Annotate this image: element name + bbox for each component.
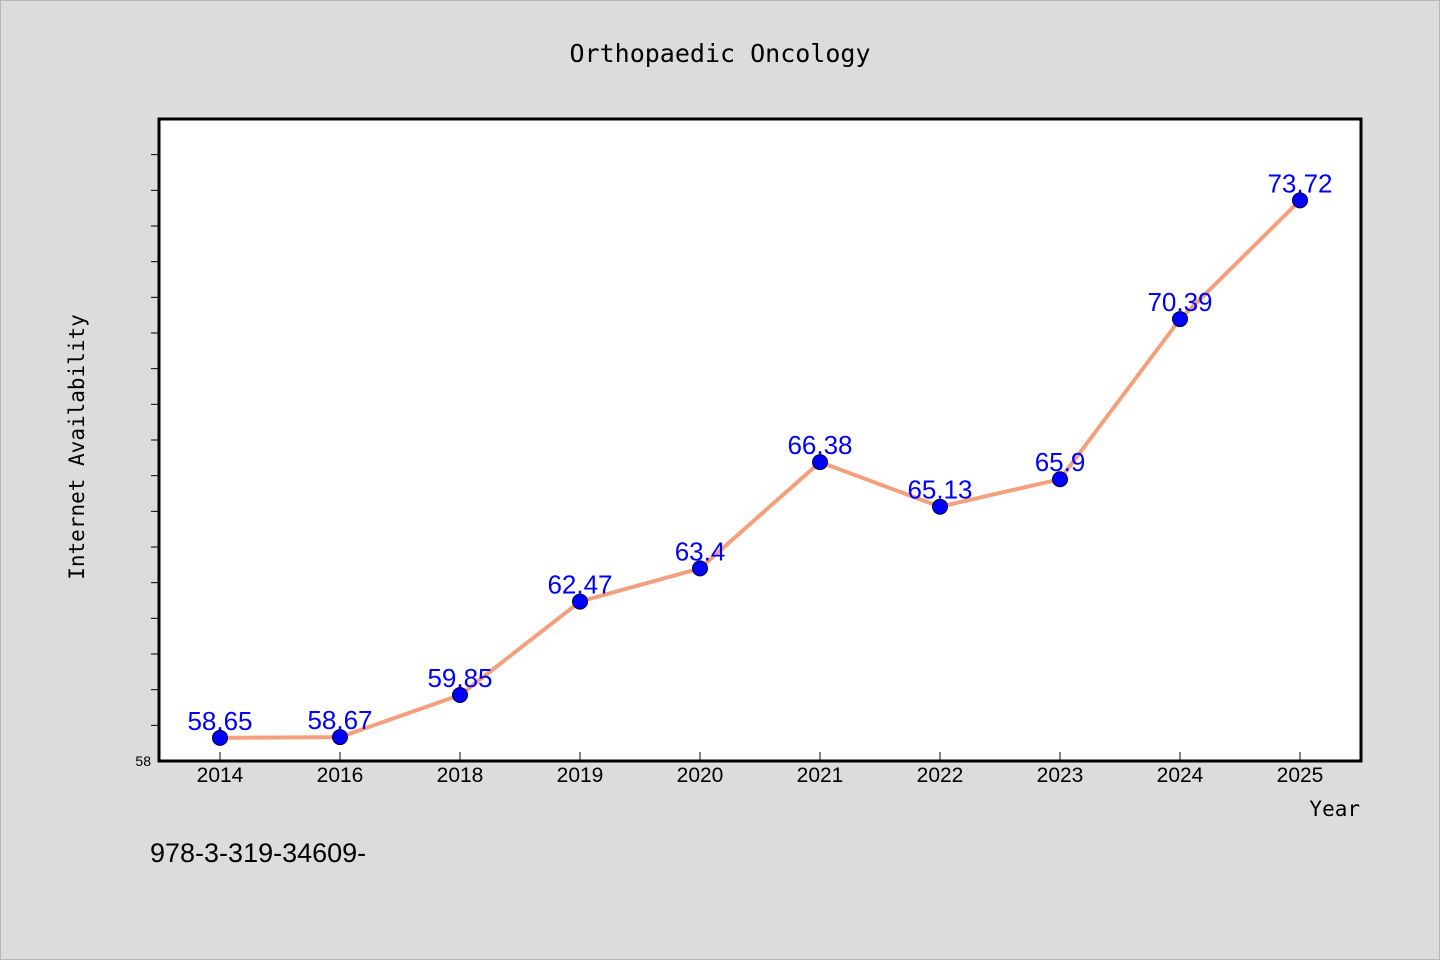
x-tick-label-2018: 2018	[437, 764, 484, 787]
data-label-2025: 73.72	[1267, 168, 1332, 198]
data-label-2024: 70.39	[1147, 287, 1212, 317]
data-label-2023: 65.9	[1035, 447, 1086, 477]
data-point-2018	[452, 687, 468, 704]
x-tick-label-2024: 2024	[1157, 764, 1204, 787]
plot-area	[157, 117, 1363, 763]
data-point-2016	[332, 729, 348, 746]
y-axis-label: Internet Availability	[65, 314, 89, 580]
x-axis-tick-labels: 2014 2016 2018 2019 2020 2021 2022 2023 2024 2025	[197, 764, 1324, 787]
x-axis-label: Year	[1309, 797, 1360, 821]
data-point-2021	[812, 454, 828, 471]
x-tick-label-2016: 2016	[317, 764, 364, 787]
data-label-2014: 58.65	[187, 706, 252, 736]
x-tick-label-2014: 2014	[197, 764, 244, 787]
data-point-2014	[212, 729, 228, 746]
x-axis-ticks	[219, 752, 1301, 761]
data-point-2019	[572, 593, 588, 610]
data-label-2021: 66.38	[787, 430, 852, 460]
x-tick-label-2021: 2021	[797, 764, 844, 787]
data-label-2018: 59.85	[427, 663, 492, 693]
data-point-2020	[692, 560, 708, 577]
series-internet-availability: 58.65 58.67 59.85 62.47 63.4 66.38 65.13 65.9 70…	[187, 168, 1333, 746]
data-label-2022: 65.13	[907, 475, 972, 505]
y-axis-ticks	[151, 154, 159, 726]
data-label-2019: 62.47	[547, 570, 612, 600]
x-tick-label-2023: 2023	[1037, 764, 1084, 787]
footnote-isbn: 978-3-319-34609-	[150, 838, 366, 868]
data-label-2020: 63.4	[675, 536, 726, 566]
data-point-2022	[932, 498, 948, 515]
data-point-2023	[1052, 471, 1068, 488]
series-line	[218, 198, 1302, 740]
data-label-2016: 58.67	[307, 705, 372, 735]
data-point-2024	[1172, 311, 1188, 328]
y-axis-min-label: 58	[135, 753, 151, 769]
x-tick-label-2022: 2022	[917, 764, 964, 787]
chart-title: Orthopaedic Oncology	[569, 39, 870, 68]
x-tick-label-2020: 2020	[677, 764, 724, 787]
data-point-2025	[1292, 192, 1308, 209]
x-tick-label-2025: 2025	[1277, 764, 1324, 787]
x-tick-label-2019: 2019	[557, 764, 604, 787]
